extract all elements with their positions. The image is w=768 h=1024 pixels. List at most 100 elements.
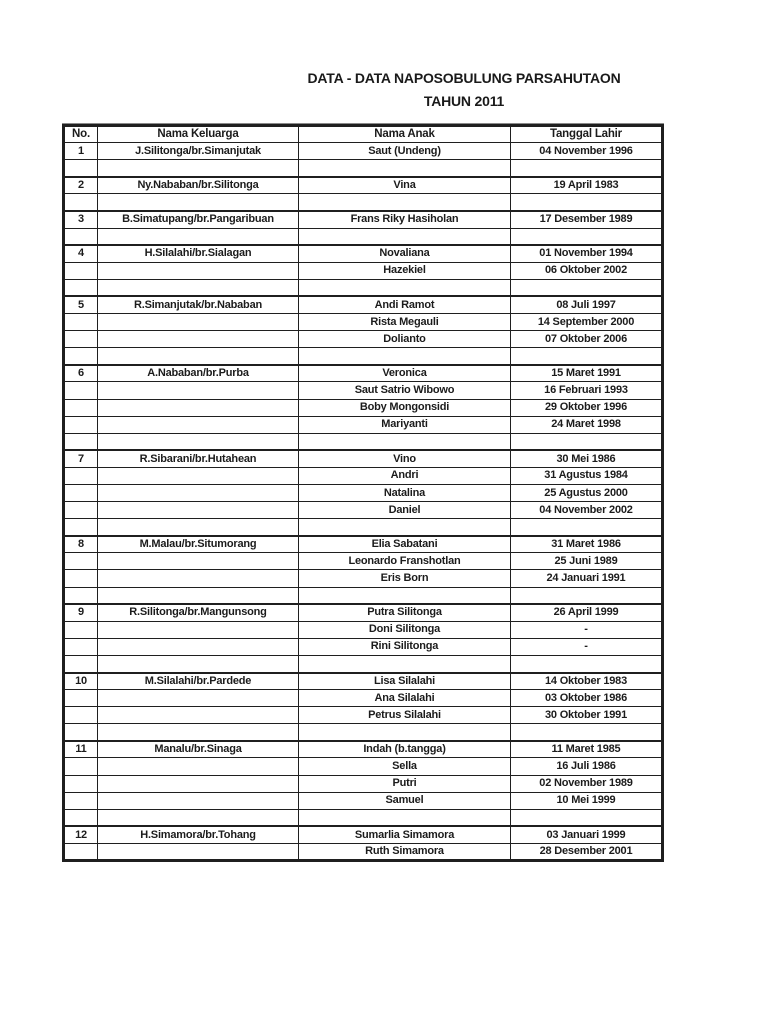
cell-birth-date: 16 Februari 1993 [510, 381, 663, 400]
table-row: 4 H.Silalahi/br.Sialagan Novaliana 01 Novem… [63, 244, 663, 263]
empty-cell [298, 432, 511, 451]
cell-no [63, 415, 98, 434]
cell-birth-date: 24 Januari 1991 [510, 569, 663, 588]
spacer-row [63, 723, 663, 742]
family-data-table: No. Nama Keluarga Nama Anak Tanggal Lahi… [62, 124, 664, 863]
cell-no [63, 791, 98, 810]
empty-cell [510, 432, 663, 451]
cell-no [63, 620, 98, 639]
cell-child-name: Ana Silalahi [298, 689, 511, 708]
cell-child-name: Lisa Silalahi [298, 671, 511, 691]
empty-cell [298, 723, 511, 742]
empty-cell [510, 193, 663, 212]
empty-cell [510, 518, 663, 537]
cell-birth-date: - [510, 637, 663, 656]
spacer-row [63, 347, 663, 366]
cell-no [63, 398, 98, 417]
cell-child-name: Boby Mongonsidi [298, 398, 511, 417]
empty-cell [298, 227, 511, 246]
empty-cell [97, 808, 299, 827]
cell-child-name: Rista Megauli [298, 313, 511, 332]
cell-birth-date: 07 Oktober 2006 [510, 330, 663, 349]
spacer-row [63, 227, 663, 246]
empty-cell [63, 159, 98, 178]
cell-no: 10 [63, 671, 98, 691]
cell-no [63, 552, 98, 571]
empty-cell [298, 654, 511, 674]
cell-birth-date: 19 April 1983 [510, 175, 663, 195]
cell-family-name [97, 842, 299, 862]
table-row: 6 A.Nababan/br.Purba Veronica 15 Maret 1991 [63, 363, 663, 383]
cell-birth-date: 24 Maret 1998 [510, 415, 663, 434]
table-header: No. Nama Keluarga Nama Anak Tanggal Lahi… [63, 124, 663, 144]
empty-cell [510, 723, 663, 742]
cell-child-name: Leonardo Franshotlan [298, 552, 511, 571]
cell-no [63, 757, 98, 776]
cell-family-name [97, 706, 299, 725]
table-row: Leonardo Franshotlan 25 Juni 1989 [63, 552, 663, 571]
cell-no [63, 842, 98, 862]
cell-birth-date: 06 Oktober 2002 [510, 261, 663, 280]
cell-birth-date: 03 Januari 1999 [510, 825, 663, 844]
cell-no [63, 381, 98, 400]
cell-birth-date: 30 Mei 1986 [510, 449, 663, 468]
spacer-row [63, 654, 663, 674]
cell-family-name [97, 757, 299, 776]
spacer-row [63, 586, 663, 605]
empty-cell [510, 347, 663, 366]
cell-child-name: Daniel [298, 501, 511, 520]
empty-cell [298, 159, 511, 178]
cell-child-name: Sumarlia Simamora [298, 825, 511, 844]
cell-no: 6 [63, 363, 98, 383]
empty-cell [97, 227, 299, 246]
empty-cell [63, 278, 98, 297]
cell-child-name: Dolianto [298, 330, 511, 349]
empty-cell [97, 518, 299, 537]
cell-no: 5 [63, 295, 98, 315]
table-row: Samuel 10 Mei 1999 [63, 791, 663, 810]
empty-cell [510, 278, 663, 297]
cell-child-name: Samuel [298, 791, 511, 810]
cell-family-name: R.Sibarani/br.Hutahean [97, 449, 299, 468]
empty-cell [63, 518, 98, 537]
cell-no [63, 569, 98, 588]
empty-cell [97, 586, 299, 605]
table-row: 12 H.Simamora/br.Tohang Sumarlia Simamora 0… [63, 825, 663, 844]
empty-cell [298, 278, 511, 297]
empty-cell [510, 654, 663, 674]
cell-child-name: Petrus Silalahi [298, 706, 511, 725]
table-row: 10 M.Silalahi/br.Pardede Lisa Silalahi 14 O… [63, 671, 663, 691]
table-row: Petrus Silalahi 30 Oktober 1991 [63, 706, 663, 725]
table-row: 8 M.Malau/br.Situmorang Elia Sabatani 31 Ma… [63, 534, 663, 554]
empty-cell [63, 347, 98, 366]
cell-family-name [97, 330, 299, 349]
cell-birth-date: 26 April 1999 [510, 603, 663, 622]
cell-child-name: Natalina [298, 483, 511, 503]
cell-family-name [97, 261, 299, 280]
table-row: Mariyanti 24 Maret 1998 [63, 415, 663, 434]
cell-birth-date: 25 Agustus 2000 [510, 483, 663, 503]
cell-child-name: Rini Silitonga [298, 637, 511, 656]
cell-no: 11 [63, 739, 98, 759]
cell-family-name [97, 313, 299, 332]
table-row: Natalina 25 Agustus 2000 [63, 483, 663, 503]
cell-birth-date: 04 November 1996 [510, 142, 663, 161]
table-row: 7 R.Sibarani/br.Hutahean Vino 30 Mei 1986 [63, 449, 663, 468]
table-row: Andri 31 Agustus 1984 [63, 466, 663, 485]
cell-family-name: M.Malau/br.Situmorang [97, 534, 299, 554]
spacer-row [63, 808, 663, 827]
cell-child-name: Andri [298, 466, 511, 485]
cell-family-name [97, 501, 299, 520]
empty-cell [298, 193, 511, 212]
cell-no [63, 261, 98, 280]
spacer-row [63, 159, 663, 178]
empty-cell [298, 586, 511, 605]
table-row: Putri 02 November 1989 [63, 774, 663, 793]
empty-cell [97, 654, 299, 674]
empty-cell [97, 723, 299, 742]
cell-birth-date: 29 Oktober 1996 [510, 398, 663, 417]
cell-child-name: Frans Riky Hasiholan [298, 209, 511, 229]
empty-cell [97, 193, 299, 212]
empty-cell [63, 654, 98, 674]
cell-birth-date: 31 Maret 1986 [510, 534, 663, 554]
